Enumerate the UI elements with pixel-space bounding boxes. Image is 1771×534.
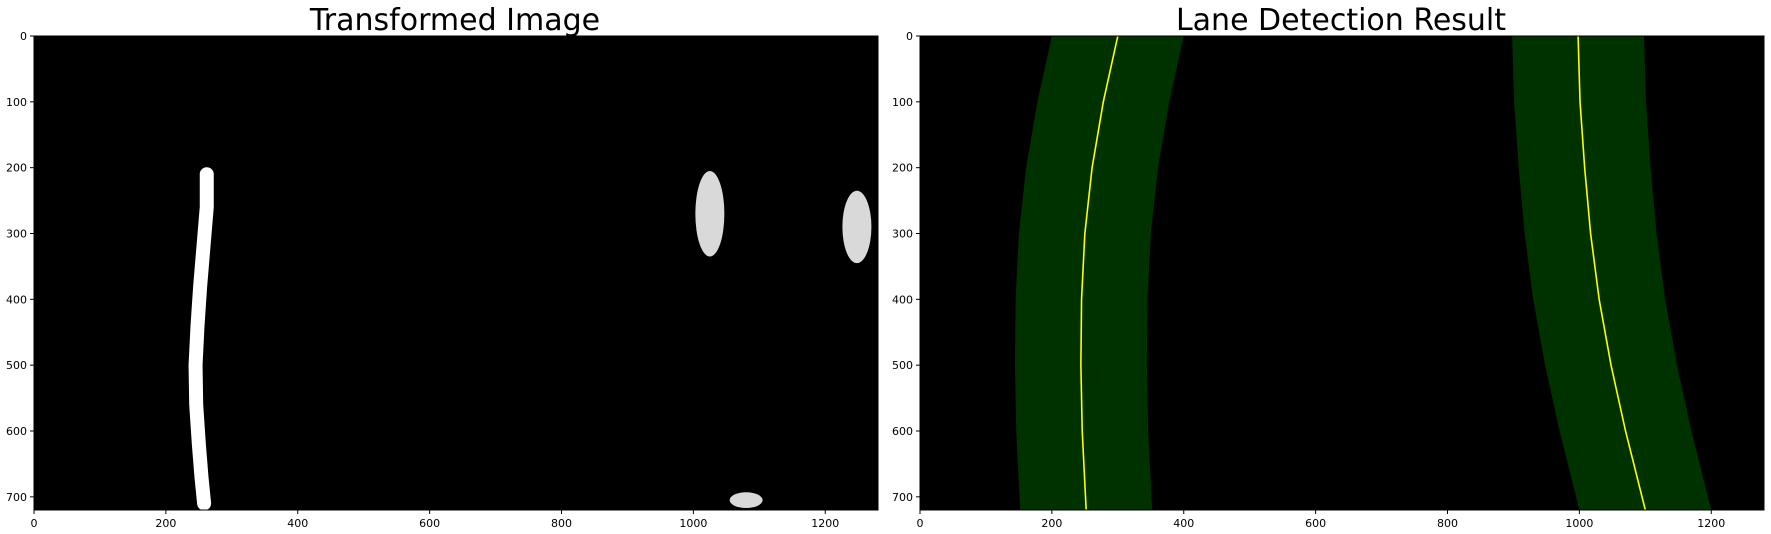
left-lane-band	[1014, 36, 1184, 510]
lane-bands	[1014, 36, 1712, 510]
y-tick-label: 300	[892, 228, 913, 241]
right-lane-band	[1512, 36, 1712, 510]
x-axis-ticks: 0 200 400 600 800 1000 1200	[917, 510, 1725, 530]
lane-pixel-streak	[188, 167, 214, 511]
x-tick-label: 600	[419, 517, 440, 530]
y-tick-label: 500	[6, 359, 27, 372]
lane-pixels-right	[695, 170, 872, 509]
x-tick-label: 400	[1173, 517, 1194, 530]
x-tick-label: 0	[917, 517, 924, 530]
y-tick-label: 600	[892, 425, 913, 438]
panel-transformed-image: Transformed Image 0 200 400 600 800 1000 1200 …	[6, 3, 879, 530]
y-tick-label: 200	[892, 162, 913, 175]
lane-fit-lines	[1080, 35, 1647, 511]
axes-frame	[33, 35, 879, 511]
y-tick-label: 0	[20, 30, 27, 43]
panel-title: Lane Detection Result	[1176, 3, 1506, 38]
y-tick-label: 500	[892, 359, 913, 372]
x-tick-label: 1000	[1565, 517, 1593, 530]
axes-frame	[919, 35, 1765, 511]
y-tick-label: 100	[892, 96, 913, 109]
x-tick-label: 400	[287, 517, 308, 530]
panel-title: Transformed Image	[309, 3, 600, 38]
x-tick-label: 800	[1437, 517, 1458, 530]
y-tick-label: 600	[6, 425, 27, 438]
panel-lane-detection-result: Lane Detection Result 0 200 400 600 800 1000 1…	[892, 3, 1765, 530]
y-tick-label: 700	[892, 491, 913, 504]
y-tick-label: 400	[892, 293, 913, 306]
x-tick-label: 1200	[811, 517, 839, 530]
y-tick-label: 700	[6, 491, 27, 504]
y-tick-label: 0	[906, 30, 913, 43]
x-tick-label: 1000	[679, 517, 707, 530]
x-tick-label: 200	[155, 517, 176, 530]
y-tick-label: 100	[6, 96, 27, 109]
x-tick-label: 600	[1305, 517, 1326, 530]
lane-pixels-left	[188, 167, 214, 511]
left-fit-line	[1080, 35, 1119, 511]
y-axis-ticks: 0 100 200 300 400 500 600 700	[892, 30, 920, 504]
image-area	[34, 36, 878, 510]
x-tick-label: 1200	[1697, 517, 1725, 530]
y-axis-ticks: 0 100 200 300 400 500 600 700	[6, 30, 34, 504]
right-fit-line	[1577, 35, 1647, 511]
lane-pixel-blob	[729, 492, 763, 509]
lane-pixel-blob	[842, 190, 872, 264]
x-tick-label: 800	[551, 517, 572, 530]
y-tick-label: 400	[6, 293, 27, 306]
lane-pixel-blob	[695, 170, 725, 257]
y-tick-label: 200	[6, 162, 27, 175]
x-tick-label: 0	[31, 517, 38, 530]
x-axis-ticks: 0 200 400 600 800 1000 1200	[31, 510, 839, 530]
x-tick-label: 200	[1041, 517, 1062, 530]
y-tick-label: 300	[6, 228, 27, 241]
